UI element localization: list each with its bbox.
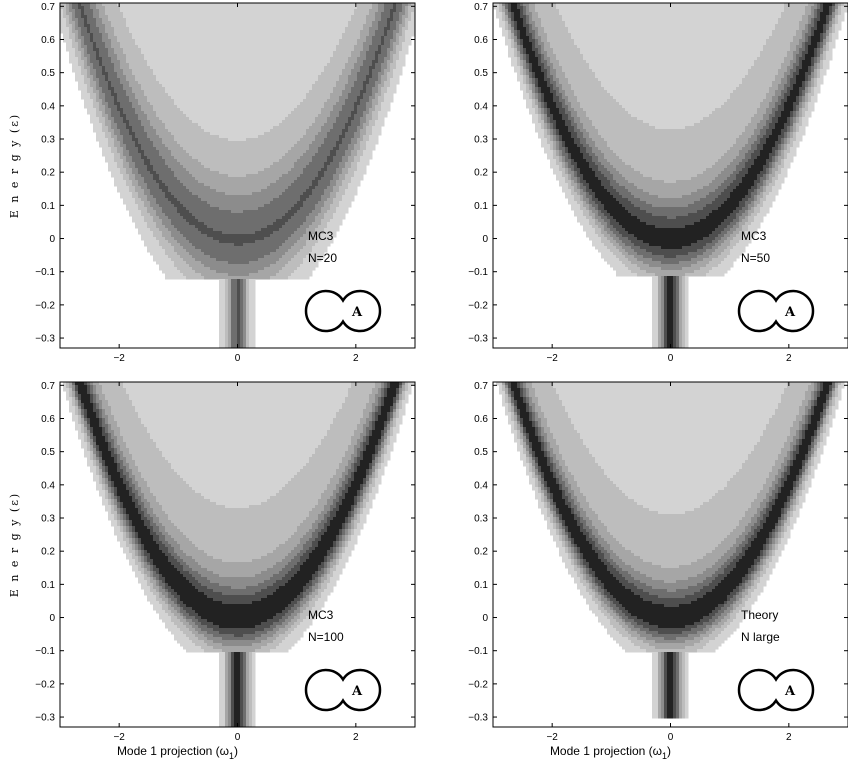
x-tick-label: −2 [113,353,125,364]
y-tick-label: 0 [482,613,488,624]
annotation-line-1: MC3 [308,608,334,622]
y-tick-label: 0.4 [474,101,488,112]
annotation-line-1: MC3 [308,229,334,243]
y-tick-label: 0.4 [41,480,55,491]
panel-3: −2 0 2 −0.3 −0.2 −0.1 0 0.1 0.2 0.3 0.4 0.5 0.6 0.7 E … [8,381,416,761]
x-tick-label: −2 [546,353,558,364]
y-tick-label: 0.2 [474,168,488,179]
y-tick-label: 0.6 [474,414,488,425]
heatmap-cells [60,3,415,348]
y-tick-label: 0 [49,613,55,624]
y-tick-label: −0.1 [35,646,55,657]
y-tick-label: 0.1 [474,580,488,591]
panel-2: −2 0 2 −0.3 −0.2 −0.1 0 0.1 0.2 0.3 0.4 0.5 0.6 0.7 MC… [468,2,848,364]
y-tick-label: 0.3 [41,514,55,525]
y-tick-label: −0.3 [35,334,55,345]
inset-label: A [351,684,363,699]
y-tick-label: 0.2 [474,547,488,558]
y-tick-label: 0.5 [41,447,55,458]
inset-label: A [351,305,363,320]
y-tick-label: −0.1 [468,646,488,657]
y-tick-label: 0.3 [474,135,488,146]
annotation-line-1: MC3 [741,229,767,243]
y-tick-label: 0.6 [41,35,55,46]
x-axis-label: Mode 1 projection (ω1) [550,744,671,761]
y-tick-label: 0.4 [41,101,55,112]
heatmap-cells [493,3,848,348]
y-tick-label: 0.6 [41,414,55,425]
annotation-line-2: N large [741,630,780,644]
y-tick-label: 0.1 [41,201,55,212]
y-tick-label: 0 [49,234,55,245]
panel-4: −2 0 2 −0.3 −0.2 −0.1 0 0.1 0.2 0.3 0.4 0.5 0.6 0.7 Mo… [468,381,848,761]
y-tick-label: 0.1 [41,580,55,591]
inset-shape: A [737,289,815,333]
y-tick-label: 0.7 [41,381,55,392]
x-tick-label: 0 [235,353,241,364]
heatmap-cells [496,382,845,719]
inset-shape: A [304,668,382,712]
x-tick-label: 2 [353,353,359,364]
x-tick-label: 2 [786,732,792,743]
y-tick-label: −0.2 [468,300,488,311]
annotation-line-1: Theory [741,608,778,622]
y-tick-label: −0.2 [35,679,55,690]
y-tick-label: −0.3 [468,713,488,724]
y-tick-label: −0.2 [468,679,488,690]
x-tick-label: 0 [668,732,674,743]
y-tick-label: 0.7 [41,2,55,13]
y-tick-label: 0.3 [474,514,488,525]
inset-label: A [784,305,796,320]
y-tick-label: 0.5 [474,447,488,458]
y-tick-label: −0.3 [35,713,55,724]
x-tick-label: 0 [668,353,674,364]
annotation-line-2: N=20 [308,251,337,265]
y-axis-label: E n e r g y (ε) [8,113,21,218]
y-tick-label: −0.2 [35,300,55,311]
inset-shape: A [737,668,815,712]
x-tick-label: −2 [546,732,558,743]
y-tick-label: 0.7 [474,2,488,13]
x-tick-label: 2 [786,353,792,364]
inset-label: A [784,684,796,699]
y-tick-label: 0.4 [474,480,488,491]
y-axis-label: E n e r g y (ε) [8,492,21,597]
panel-1: −2 0 2 −0.3 −0.2 −0.1 0 0.1 0.2 0.3 0.4 0.5 0.6 0.7 E … [8,2,416,364]
y-tick-label: −0.3 [468,334,488,345]
y-tick-label: −0.1 [468,267,488,278]
y-tick-label: −0.1 [35,267,55,278]
annotation-line-2: N=50 [741,251,770,265]
x-tick-label: 0 [235,732,241,743]
y-tick-label: 0.1 [474,201,488,212]
y-tick-label: 0.3 [41,135,55,146]
heatmap-cells [63,382,415,727]
x-tick-label: −2 [113,732,125,743]
x-tick-label: 2 [353,732,359,743]
annotation-line-2: N=100 [308,630,344,644]
y-tick-label: 0 [482,234,488,245]
inset-shape: A [304,289,382,333]
y-tick-label: 0.6 [474,35,488,46]
y-tick-label: 0.5 [474,68,488,79]
x-axis-label: Mode 1 projection (ω1) [117,744,238,761]
y-tick-label: 0.7 [474,381,488,392]
y-tick-label: 0.2 [41,547,55,558]
y-tick-label: 0.5 [41,68,55,79]
y-tick-label: 0.2 [41,168,55,179]
